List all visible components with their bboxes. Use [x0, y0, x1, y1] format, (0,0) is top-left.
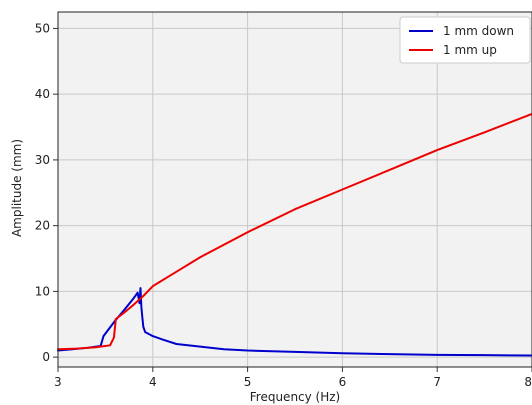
legend: 1 mm down 1 mm up [399, 16, 531, 64]
series-layer [57, 112, 532, 357]
axes-border [57, 11, 532, 368]
y-tick-label: 30 [35, 153, 50, 167]
x-tick-label: 7 [433, 375, 441, 389]
y-tick-label: 50 [35, 21, 50, 35]
y-axis-label: Amplitude (mm) [10, 139, 24, 237]
plot-background [57, 11, 532, 368]
x-tick-label: 3 [54, 375, 62, 389]
x-axis-ticks: 3 4 5 6 7 8 [54, 367, 532, 389]
grid-lines [57, 12, 532, 367]
x-tick-label: 5 [244, 375, 252, 389]
y-tick-label: 0 [42, 350, 50, 364]
y-axis-ticks: 0 10 20 30 40 50 [35, 21, 58, 364]
y-tick-label: 10 [35, 284, 50, 298]
legend-label-down: 1 mm down [443, 24, 514, 38]
y-tick-label: 20 [35, 219, 50, 233]
x-tick-label: 8 [524, 375, 532, 389]
x-tick-label: 4 [149, 375, 157, 389]
x-axis-label: Frequency (Hz) [250, 390, 341, 404]
legend-box [399, 16, 531, 64]
series-line-1mm-down [57, 287, 532, 357]
axes-frame [57, 11, 532, 368]
plot-area [57, 11, 532, 368]
legend-label-up: 1 mm up [443, 43, 497, 57]
x-tick-label: 6 [339, 375, 347, 389]
series-line-1mm-up [57, 112, 532, 351]
y-tick-label: 40 [35, 87, 50, 101]
